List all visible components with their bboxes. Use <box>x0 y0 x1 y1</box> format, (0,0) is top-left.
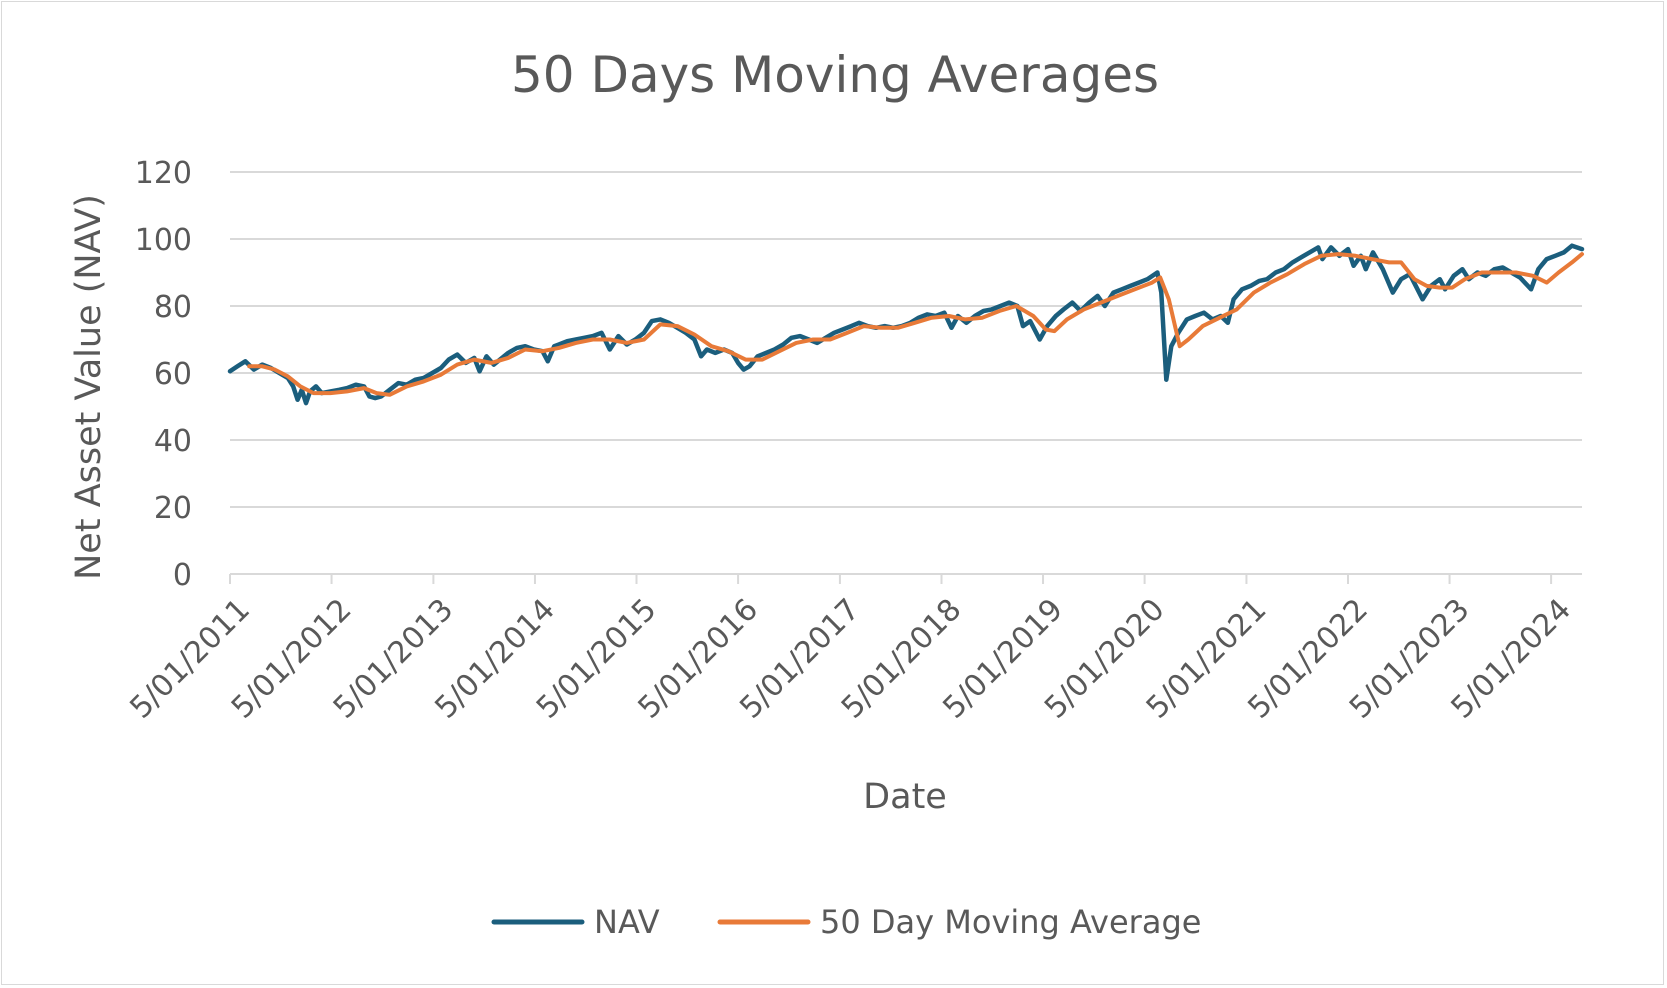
y-tick-label: 120 <box>135 156 192 191</box>
y-tick-label: 100 <box>135 223 192 258</box>
moving-average-series-line <box>247 252 1584 397</box>
y-tick-label: 40 <box>154 424 192 459</box>
series-layer <box>227 243 1585 406</box>
legend-label: 50 Day Moving Average <box>820 903 1201 941</box>
legend: NAV 50 Day Moving Average <box>491 903 1201 941</box>
y-tick-label: 80 <box>154 290 192 325</box>
y-tick-label: 60 <box>154 357 192 392</box>
x-axis-ticks: 5/01/20115/01/20125/01/20135/01/20145/01… <box>123 592 1578 726</box>
legend-label: NAV <box>594 903 660 941</box>
y-axis-title: Net Asset Value (NAV) <box>69 194 109 580</box>
y-tick-label: 0 <box>173 558 192 593</box>
y-axis-ticks: 0 20 40 60 80 100 120 <box>135 156 192 593</box>
x-axis-title: Date <box>863 777 947 817</box>
gridlines <box>230 171 1582 508</box>
y-tick-label: 20 <box>154 491 192 526</box>
x-axis <box>229 573 1582 584</box>
chart-title: 50 Days Moving Averages <box>511 46 1159 104</box>
